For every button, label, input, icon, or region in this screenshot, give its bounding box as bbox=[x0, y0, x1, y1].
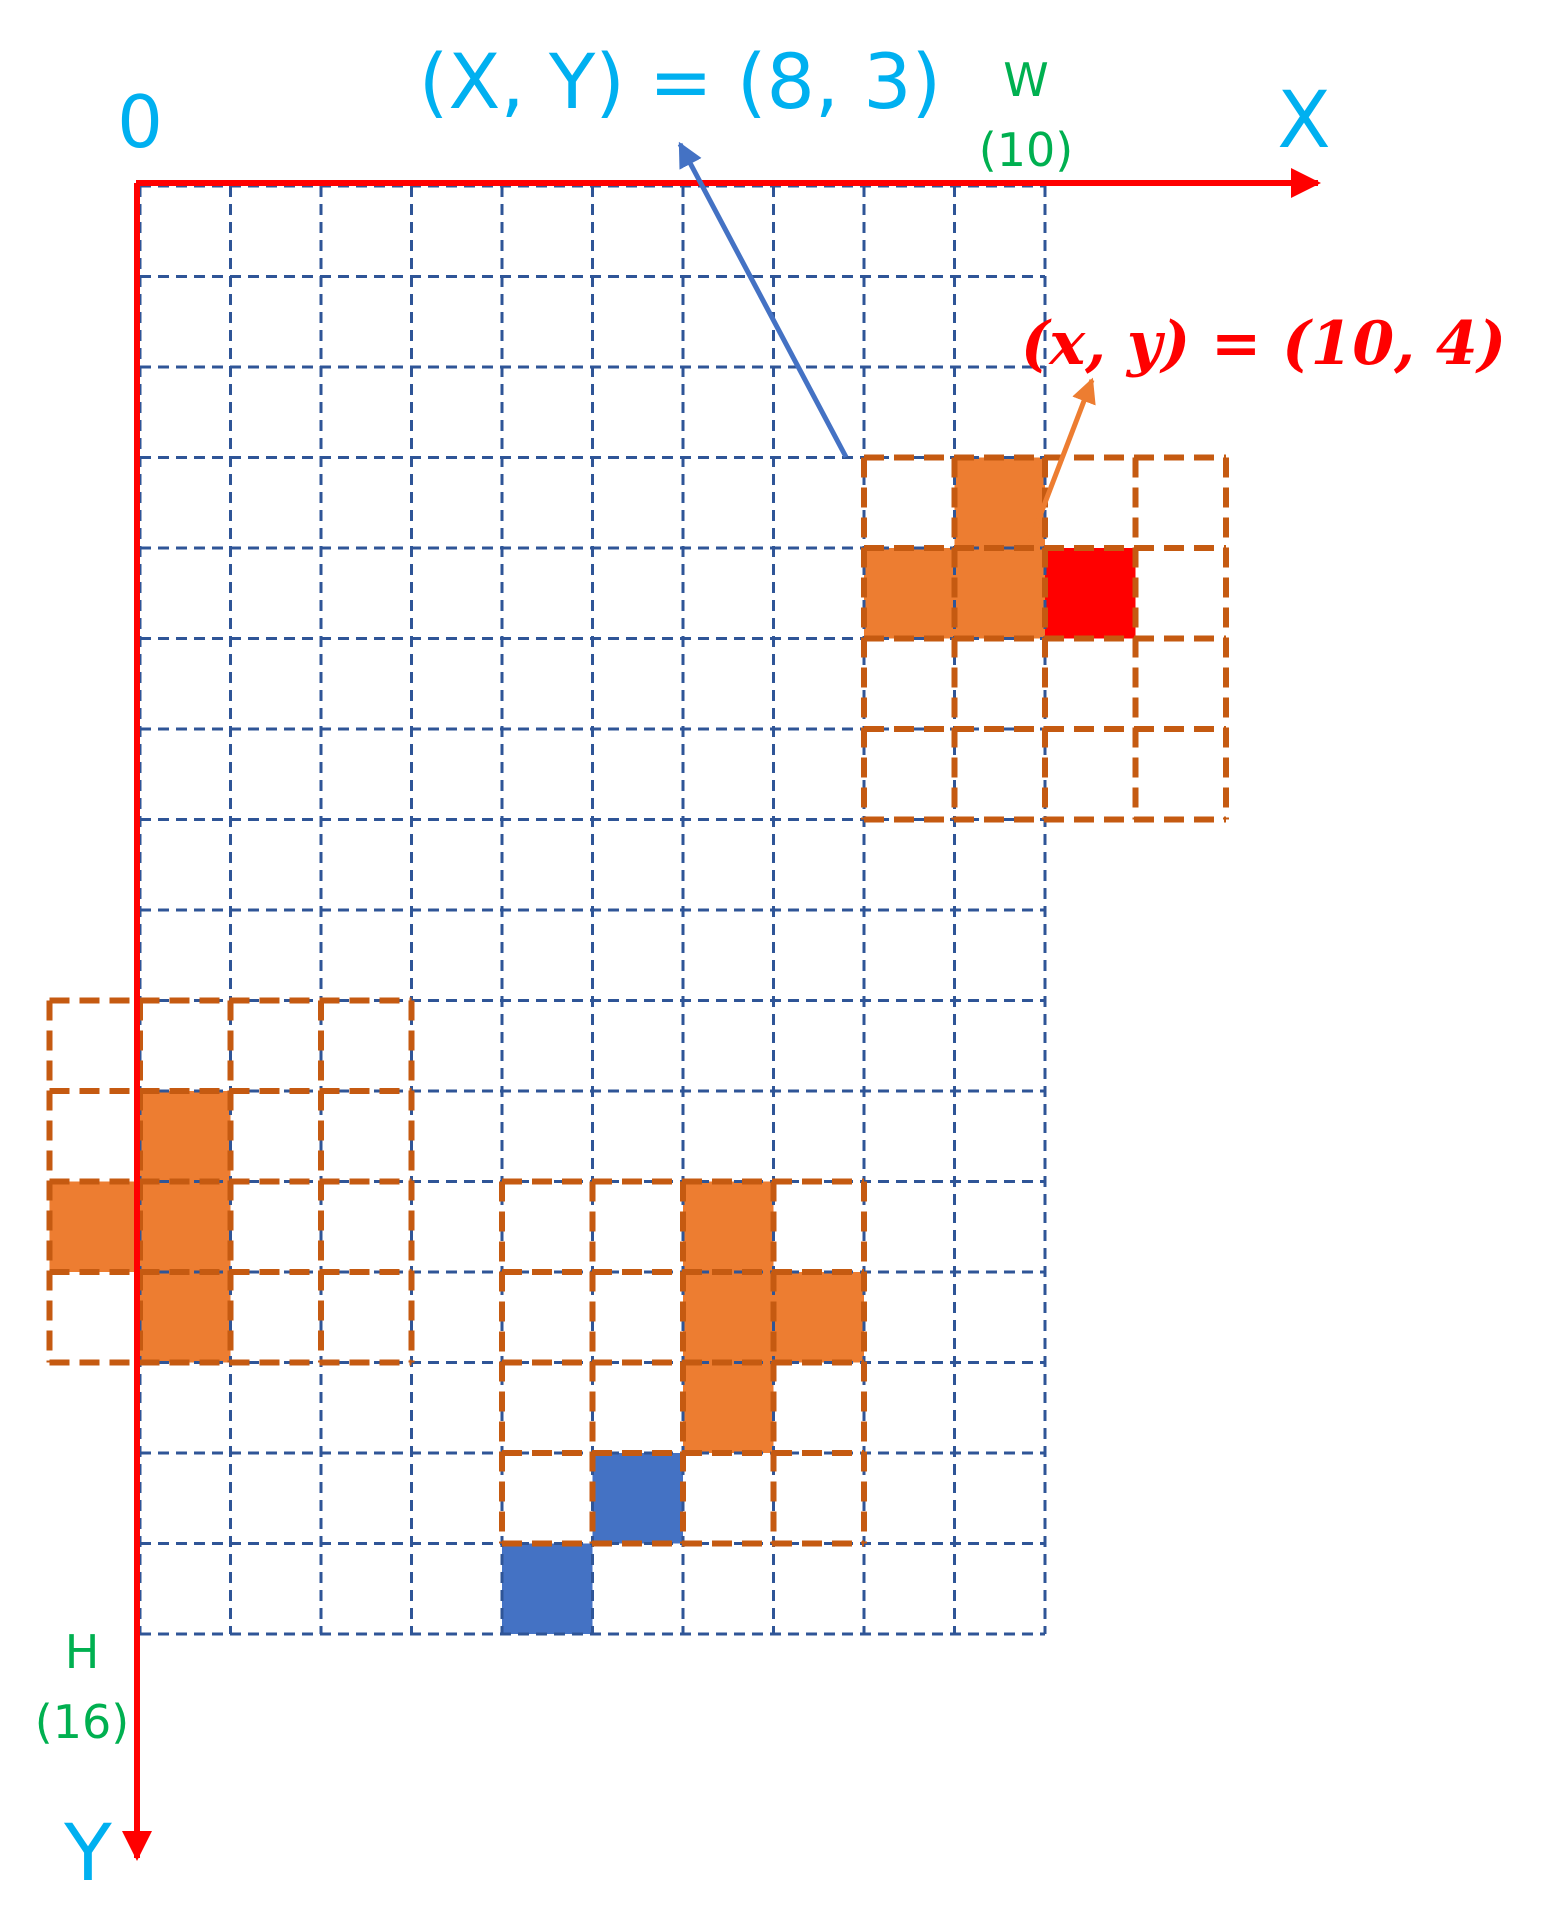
orange-cell bbox=[954, 457, 1045, 548]
width-value-label: (10) bbox=[979, 123, 1073, 177]
width-letter-label: W bbox=[1003, 53, 1048, 107]
origin-label: 0 bbox=[117, 80, 163, 164]
global-coord-arrow bbox=[677, 141, 849, 459]
orange-cell bbox=[140, 1272, 231, 1363]
blue-cell bbox=[502, 1543, 593, 1634]
local-coord-arrow bbox=[1027, 377, 1096, 543]
filled-cells bbox=[49, 457, 1136, 1634]
orange-cell bbox=[864, 548, 955, 639]
height-value-label: (16) bbox=[35, 1695, 129, 1749]
sliding-windows bbox=[46, 454, 1229, 1547]
orange-cell bbox=[140, 1181, 231, 1272]
image-grid bbox=[138, 184, 1047, 1636]
orange-cell bbox=[140, 1091, 231, 1182]
y-axis-label: Y bbox=[63, 1809, 112, 1899]
global-coord-label: (X, Y) = (8, 3) bbox=[419, 37, 941, 126]
orange-cell bbox=[773, 1272, 864, 1363]
local-coord-label: (x, y) = (10, 4) bbox=[1021, 309, 1506, 379]
blue-cell bbox=[592, 1453, 683, 1544]
x-axis-label: X bbox=[1277, 76, 1330, 166]
orange-cell bbox=[49, 1181, 140, 1272]
red-cell bbox=[1045, 548, 1136, 639]
orange-cell bbox=[683, 1181, 774, 1272]
height-letter-label: H bbox=[65, 1625, 100, 1679]
orange-cell bbox=[954, 548, 1045, 639]
orange-cell bbox=[683, 1272, 774, 1363]
orange-cell bbox=[683, 1362, 774, 1453]
